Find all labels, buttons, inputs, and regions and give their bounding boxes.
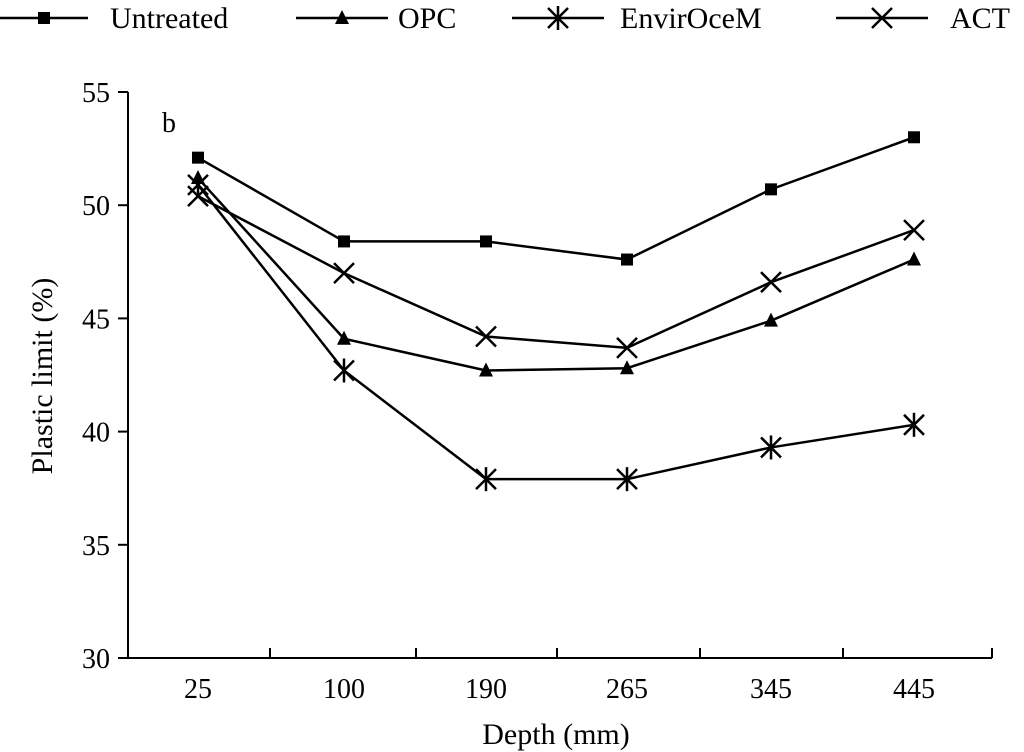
x-ticks: 25 100 190 265 345 445: [184, 648, 993, 705]
legend-item-untreated: Untreated: [0, 2, 228, 35]
y-tick-label: 50: [82, 191, 110, 222]
legend-item-opc: OPC: [296, 2, 456, 35]
x-tick-label: 25: [184, 674, 212, 705]
point-opc-345: [764, 312, 778, 327]
axes: 30 35 40 45 50 55 25 100 190 265 345 445: [82, 78, 993, 705]
point-untreated-190: [480, 235, 492, 248]
legend-marker-envirocem: [547, 6, 569, 30]
series-envirocem: [187, 172, 925, 492]
y-tick-label: 35: [82, 531, 110, 562]
legend-item-act: ACT: [836, 2, 1010, 35]
legend-label-act: ACT: [950, 2, 1010, 35]
point-untreated-100: [338, 235, 350, 248]
point-envirocem-345: [760, 435, 782, 460]
point-act-445: [903, 219, 925, 241]
x-tick-label: 265: [606, 674, 648, 705]
x-axis-title: Depth (mm): [482, 718, 629, 751]
point-opc-190: [479, 362, 493, 377]
panel-label: b: [162, 108, 176, 139]
legend-label-untreated: Untreated: [110, 2, 228, 35]
y-axis-title: Plastic limit (%): [26, 278, 59, 475]
legend-label-opc: OPC: [398, 2, 456, 35]
point-opc-445: [907, 251, 921, 266]
series-untreated: [192, 131, 920, 266]
series-group: [187, 131, 925, 492]
series-line-opc: [197, 177, 915, 372]
point-opc-100: [337, 330, 351, 345]
y-tick-label: 45: [82, 304, 110, 335]
point-act-190: [475, 325, 497, 348]
point-untreated-25: [192, 151, 204, 164]
y-tick-label: 30: [82, 644, 110, 675]
x-tick-label: 445: [893, 674, 935, 705]
point-envirocem-100: [333, 358, 355, 383]
legend-marker-opc: [335, 10, 349, 24]
legend: Untreated OPC EnvirOceM ACT: [0, 2, 1010, 35]
point-envirocem-265: [616, 467, 638, 492]
series-line-envirocem: [197, 184, 915, 481]
series-opc: [191, 170, 921, 377]
point-untreated-265: [621, 253, 633, 266]
legend-item-envirocem: EnvirOceM: [512, 2, 762, 35]
point-envirocem-25: [187, 172, 209, 197]
legend-marker-act: [871, 7, 893, 29]
point-act-100: [333, 262, 355, 285]
point-untreated-345: [765, 183, 777, 196]
point-act-25: [187, 185, 209, 208]
point-act-345: [760, 271, 782, 294]
x-tick-label: 345: [750, 674, 792, 705]
point-envirocem-190: [475, 467, 497, 492]
point-act-265: [616, 336, 638, 359]
point-opc-265: [620, 360, 634, 375]
x-tick-label: 100: [323, 674, 365, 705]
legend-label-envirocem: EnvirOceM: [620, 2, 762, 35]
x-tick-label: 190: [465, 674, 507, 705]
legend-marker-untreated: [38, 12, 50, 24]
y-tick-label: 55: [82, 78, 110, 109]
y-tick-label: 40: [82, 418, 110, 449]
series-act: [187, 185, 925, 359]
point-untreated-445: [908, 131, 920, 144]
y-ticks: 30 35 40 45 50 55: [82, 78, 128, 675]
point-envirocem-445: [903, 412, 925, 437]
series-line-untreated: [197, 136, 915, 261]
series-line-act: [197, 195, 915, 350]
